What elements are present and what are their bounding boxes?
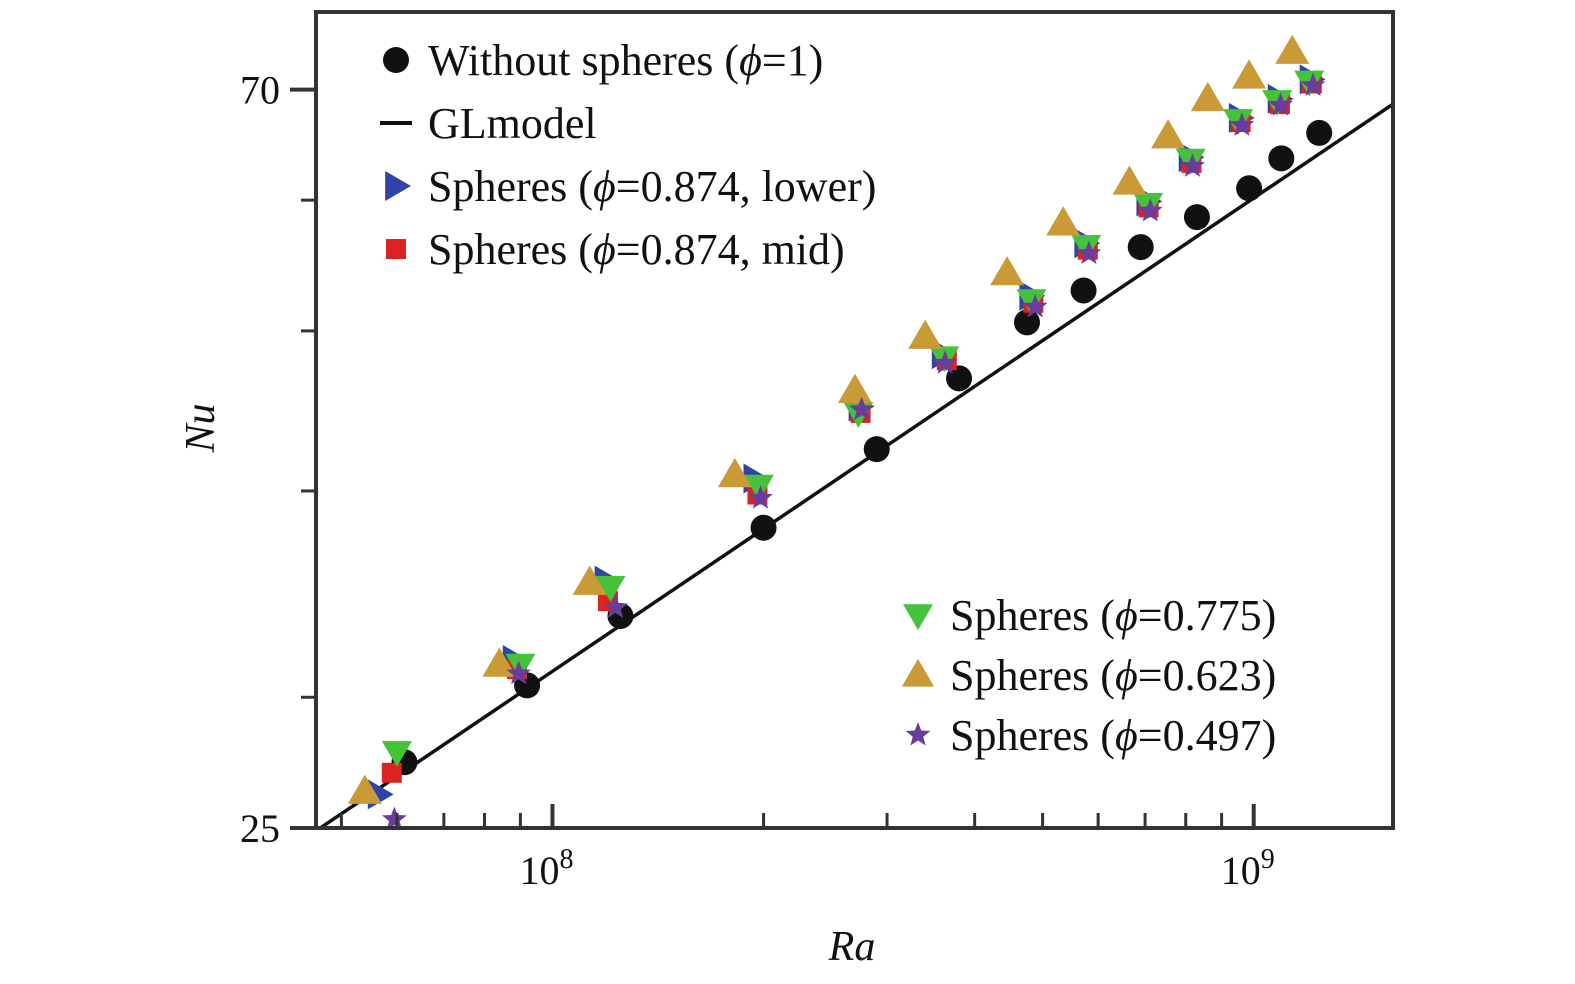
axes: 108 109 70 25 [240,10,1395,893]
data-point-spheres-0-623-6 [990,256,1025,286]
legend-label: Spheres (ϕ=0.874, lower) [428,162,876,211]
data-point-without-spheres-1-7 [1070,277,1097,304]
data-point-spheres-0-775-0 [381,741,412,767]
legend-label: Spheres (ϕ=0.623) [950,651,1276,700]
data-point-spheres-0-497-8 [1137,197,1163,222]
data-point-without-spheres-1-11 [1268,145,1295,172]
x-tick-label: 108 [519,844,573,893]
data-point-without-spheres-1-6 [1013,309,1040,336]
data-point-spheres-0-497-7 [1076,240,1102,264]
data-point-spheres-0-497-2 [603,594,628,618]
data-point-spheres-0-874-mid-0 [381,762,402,783]
data-point-spheres-0-623-2 [572,565,607,595]
data-point-without-spheres-1-3 [750,514,777,541]
data-point-spheres-0-497-0 [382,806,407,830]
series-line-glmodel [317,102,1393,828]
data-point-spheres-0-623-8 [1112,165,1147,195]
legend-item: Spheres (ϕ=0.874, mid) [386,225,845,274]
data-point-spheres-0-623-3 [717,457,752,488]
legend-top-left: Without spheres (ϕ=1) GLmodel Spheres (ϕ=0… [380,36,876,274]
legend-marker-square [386,239,406,259]
legend-label: GLmodel [428,99,597,148]
legend-item: Spheres (ϕ=0.775) [903,591,1276,640]
x-axis-label: Ra [828,924,876,970]
x-tick-label: 109 [1221,844,1275,893]
y-tick-label: 70 [240,68,280,113]
y-tick-label: 25 [240,806,280,851]
legend-label: Without spheres (ϕ=1) [428,36,823,85]
data-point-spheres-0-775-2 [595,575,626,602]
data-point-spheres-0-497-9 [1180,153,1205,177]
data-point-spheres-0-623-5 [908,319,943,349]
data-point-spheres-0-497-12 [1300,72,1326,97]
data-point-without-spheres-1-4 [863,436,890,463]
data-point-without-spheres-1-9 [1183,204,1210,231]
legend-item: Spheres (ϕ=0.874, lower) [385,162,876,211]
legend-marker-circle [383,47,409,73]
data-point-spheres-0-623-1 [482,647,517,677]
legend-item: Spheres (ϕ=0.623) [901,651,1276,700]
data-point-without-spheres-1-5 [946,365,973,392]
data-point-spheres-0-775-6 [1016,289,1047,316]
data-point-without-spheres-1-8 [1127,234,1154,261]
data-point-spheres-0-497-1 [506,660,532,685]
legend-label: Spheres (ϕ=0.775) [950,591,1276,640]
data-point-spheres-0-497-5 [932,350,958,374]
legend-bottom-right: Spheres (ϕ=0.775) Spheres (ϕ=0.623) Sphere… [901,591,1276,760]
data-point-spheres-0-623-9 [1151,119,1186,149]
data-point-spheres-0-623-12 [1275,34,1310,64]
plot-frame [314,10,1395,830]
data-point-without-spheres-1-12 [1306,119,1333,146]
legend-item: Without spheres (ϕ=1) [383,36,823,85]
legend-item: GLmodel [380,99,597,148]
legend-marker-triangle-down [903,604,933,630]
data-point-without-spheres-1-10 [1236,175,1263,202]
data-point-spheres-0-497-3 [748,485,773,509]
data-point-spheres-0-775-3 [743,474,774,501]
legend-label: Spheres (ϕ=0.874, mid) [428,225,845,274]
data-points [347,34,1333,830]
data-point-spheres-0-497-11 [1268,92,1293,116]
data-point-spheres-0-623-0 [347,774,382,804]
legends: Without spheres (ϕ=1) GLmodel Spheres (ϕ=0… [380,36,1276,760]
data-point-spheres-0-497-4 [849,396,875,421]
legend-label: Spheres (ϕ=0.497) [950,711,1276,760]
data-point-spheres-0-623-4 [837,373,872,403]
legend-marker-triangle-right [385,171,411,201]
data-point-spheres-0-623-11 [1232,59,1267,89]
fit-lines [317,102,1393,828]
data-point-spheres-0-497-10 [1229,112,1255,136]
data-point-spheres-0-623-7 [1046,206,1081,236]
data-point-spheres-0-497-6 [1022,293,1048,318]
legend-item: Spheres (ϕ=0.497) [905,711,1276,760]
legend-marker-triangle-up [901,658,935,687]
legend-marker-star [905,722,931,746]
data-point-spheres-0-623-10 [1190,81,1225,112]
y-axis-label: Nu [178,403,224,453]
